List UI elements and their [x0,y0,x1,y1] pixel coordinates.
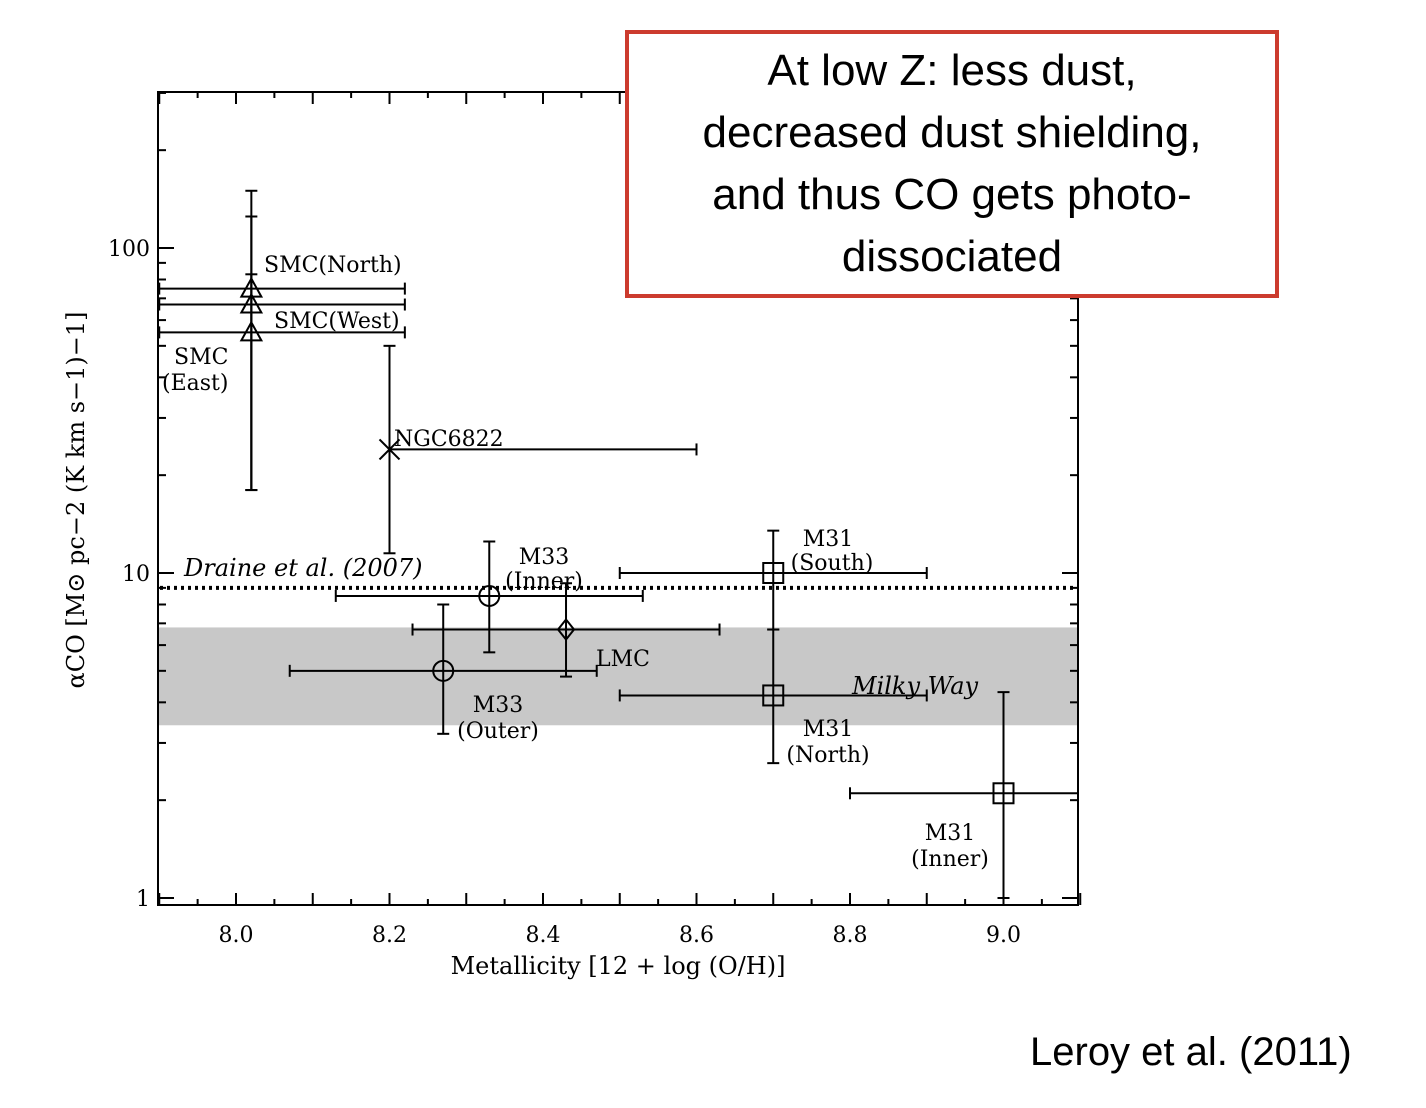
callout-box: At low Z: less dust, decreased dust shie… [625,30,1279,298]
point-label: SMC(West) [274,309,400,334]
callout-line: and thus CO gets photo- [712,170,1192,219]
point-label: NGC6822 [394,427,504,452]
y-tick-label: 100 [108,237,150,262]
draine-label: Draine et al. (2007) [183,554,423,582]
point-label: (Inner) [505,569,583,594]
point-label: (South) [791,551,874,576]
circle-marker [432,659,455,682]
point-label: (East) [162,371,228,396]
point-labels-layer: SMC(North)SMC(West)SMC(East)NGC6822M33(I… [162,253,989,872]
x-tick-label: 8.0 [219,923,254,948]
point-label: M33 [519,545,570,570]
x-tick-label: 8.4 [526,923,561,948]
milky-way-band [159,627,1077,726]
diamond-marker [556,617,576,642]
point-label: M33 [473,693,524,718]
triangle-marker [239,320,264,342]
x-tick-label: 8.8 [833,923,868,948]
square-marker [992,782,1015,805]
square-marker [762,562,785,584]
callout-line: decreased dust shielding, [702,108,1202,157]
y-axis-label: αCO [M⊙ pc−2 (K km s−1)−1] [62,311,90,688]
square-marker [762,684,785,707]
plot-frame [157,91,1079,906]
x-tick-label: 9.0 [986,923,1021,948]
x-axis-label: Metallicity [12 + log (O/H)] [451,952,786,980]
x-tick-label: 8.2 [372,923,407,948]
point-label: M31 [803,527,854,552]
callout-line: dissociated [841,232,1063,281]
y-tick-label: 10 [122,562,150,587]
y-tick-label: 1 [136,887,150,912]
point-label: SMC(North) [264,253,402,278]
x-tick-label: 8.6 [679,923,714,948]
point-label: (Inner) [911,847,989,872]
point-label: (North) [786,743,869,768]
point-label: M31 [925,821,976,846]
x-marker [378,438,401,461]
point-label: (Outer) [457,719,539,744]
callout-line: At low Z: less dust, [767,46,1137,95]
citation: Leroy et al. (2011) [1030,1030,1352,1074]
point-label: M31 [803,717,854,742]
point-label: LMC [596,647,650,672]
point-label: SMC [174,345,228,370]
callout-text: At low Z: less dust, decreased dust shie… [652,40,1252,288]
milky-way-label: Milky Way [851,672,979,700]
